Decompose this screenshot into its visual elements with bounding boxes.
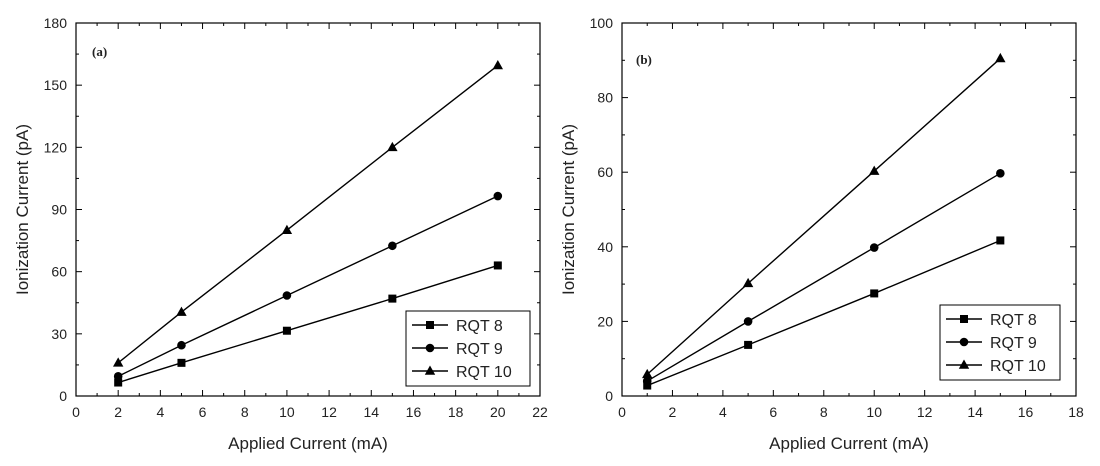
panel-a-x-tick-label: 8	[241, 404, 249, 420]
panel-a-x-tick-label: 16	[406, 404, 422, 420]
panel-a-data-point-square	[114, 378, 123, 387]
panel-a-data-point-triangle	[112, 357, 124, 367]
panel-a-legend-marker-square	[426, 321, 434, 329]
panel-a-x-tick-label: 14	[363, 404, 379, 420]
panel-a-data-point-triangle	[492, 59, 504, 70]
panel-b-data-point-square	[744, 340, 753, 349]
panel-a-legend-marker-triangle	[424, 365, 436, 375]
panel-a-x-tick-label: 4	[156, 404, 164, 420]
panel-a-x-tick-label: 6	[199, 404, 207, 420]
panel-a-y-tick-label: 150	[44, 77, 68, 93]
panel-a-data-point-triangle	[281, 224, 293, 235]
panel-b-y-tick-label: 80	[597, 90, 613, 106]
panel-b-x-axis-label: Applied Current (mA)	[769, 434, 929, 453]
panel-a-x-tick-label: 12	[321, 404, 337, 420]
panel-b-data-point-triangle	[869, 165, 880, 175]
panel-a-x-tick-label: 22	[532, 404, 548, 420]
panel-a-x-tick-label: 20	[490, 404, 506, 420]
panel-a-x-tick-label: 2	[114, 404, 122, 420]
panel-a-legend-label: RQT 10	[456, 364, 512, 381]
panel-a-legend-marker-circle	[425, 343, 435, 353]
panel-b-series-line-2	[646, 172, 1001, 382]
panel-a-data-point-square	[177, 358, 186, 367]
panel-b-legend-label: RQT 9	[990, 335, 1037, 352]
panel-b-legend-marker-square	[960, 315, 968, 323]
panel-a: 0 2 4 6 8 10 12 14 16 18 20 22 0 30 60 90 120 150 180 Appli…	[13, 15, 548, 453]
panel-b-data-point-square	[643, 381, 652, 390]
panel-a-legend-label: RQT 9	[456, 341, 503, 358]
panel-b-y-tick-label: 40	[597, 239, 613, 255]
panel-a-y-tick-label: 90	[51, 202, 67, 218]
panel-b-data-point-square	[870, 289, 879, 298]
panel-a-data-point-square	[493, 261, 502, 270]
panel-b-y-tick-label: 20	[597, 313, 613, 329]
panel-b-x-tick-label: 4	[719, 404, 727, 420]
panel-b-x-tick-label: 16	[1018, 404, 1034, 420]
panel-b-data-point-square	[996, 236, 1005, 245]
panel-b-x-tick-label: 2	[669, 404, 677, 420]
panel-a-y-tick-label: 30	[51, 326, 67, 342]
panel-b-y-tick-label: 0	[605, 388, 613, 404]
panel-a-panel-label: (a)	[92, 44, 107, 59]
panel-b-series-line-3	[646, 57, 1001, 375]
panel-a-legend-label: RQT 8	[456, 318, 503, 335]
panel-a-data-point-circle	[493, 191, 503, 201]
panel-a-y-tick-label: 180	[44, 15, 68, 31]
panel-b-y-tick-label: 60	[597, 164, 613, 180]
panel-b-data-point-circle	[996, 169, 1005, 178]
panel-b-legend-marker-circle	[959, 337, 969, 347]
panel-a-y-tick-label: 0	[59, 388, 67, 404]
panel-a-data-point-square	[282, 326, 291, 335]
panel-a-x-tick-label: 10	[279, 404, 295, 420]
panel-b-x-tick-label: 6	[769, 404, 777, 420]
panel-b-legend-label: RQT 8	[990, 312, 1037, 329]
panel-a-x-tick-label: 18	[448, 404, 464, 420]
panel-b-x-tick-label: 18	[1068, 404, 1084, 420]
panel-a-x-tick-label: 0	[72, 404, 80, 420]
panel-a-data-point-triangle	[176, 306, 187, 316]
panel-b-data-point-circle	[743, 317, 753, 326]
panel-a-data-point-circle	[113, 372, 123, 381]
panel-b-y-axis-label: Ionization Current (pA)	[559, 124, 578, 295]
panel-a-y-tick-label: 60	[51, 264, 67, 280]
panel-a-y-tick-label: 120	[44, 139, 68, 155]
panel-b-data-point-triangle	[642, 368, 653, 379]
panel-b-data-point-triangle	[995, 52, 1006, 63]
panel-a-data-point-circle	[177, 340, 186, 350]
panel-b-data-point-triangle	[742, 277, 754, 288]
panel-a-x-axis-label: Applied Current (mA)	[228, 434, 388, 453]
panel-b-x-tick-label: 10	[866, 404, 882, 420]
panel-b-data-point-circle	[869, 243, 879, 252]
panel-b-legend-marker-triangle	[958, 359, 970, 369]
panel-b-x-tick-label: 0	[618, 404, 626, 420]
panel-a-data-point-square	[388, 294, 397, 303]
panel-a-y-axis-label: Ionization Current (pA)	[13, 124, 32, 295]
panel-b-x-tick-label: 14	[967, 404, 983, 420]
panel-a-data-point-triangle	[387, 141, 398, 152]
panel-b-y-tick-label: 100	[590, 15, 614, 31]
panel-b-legend-label: RQT 10	[990, 358, 1046, 375]
panel-a-data-point-circle	[282, 291, 292, 300]
panel-b-data-point-circle	[642, 376, 652, 386]
panel-b: 0 2 4 6 8 10 12 14 16 18 0 20 40 60 80 100 Applied Curre…	[559, 15, 1084, 453]
panel-b-x-tick-label: 12	[917, 404, 933, 420]
panel-b-x-tick-label: 8	[820, 404, 828, 420]
panel-b-series-line-1	[646, 239, 1001, 387]
panel-a-data-point-circle	[388, 241, 397, 251]
panel-b-panel-label: (b)	[636, 52, 652, 67]
